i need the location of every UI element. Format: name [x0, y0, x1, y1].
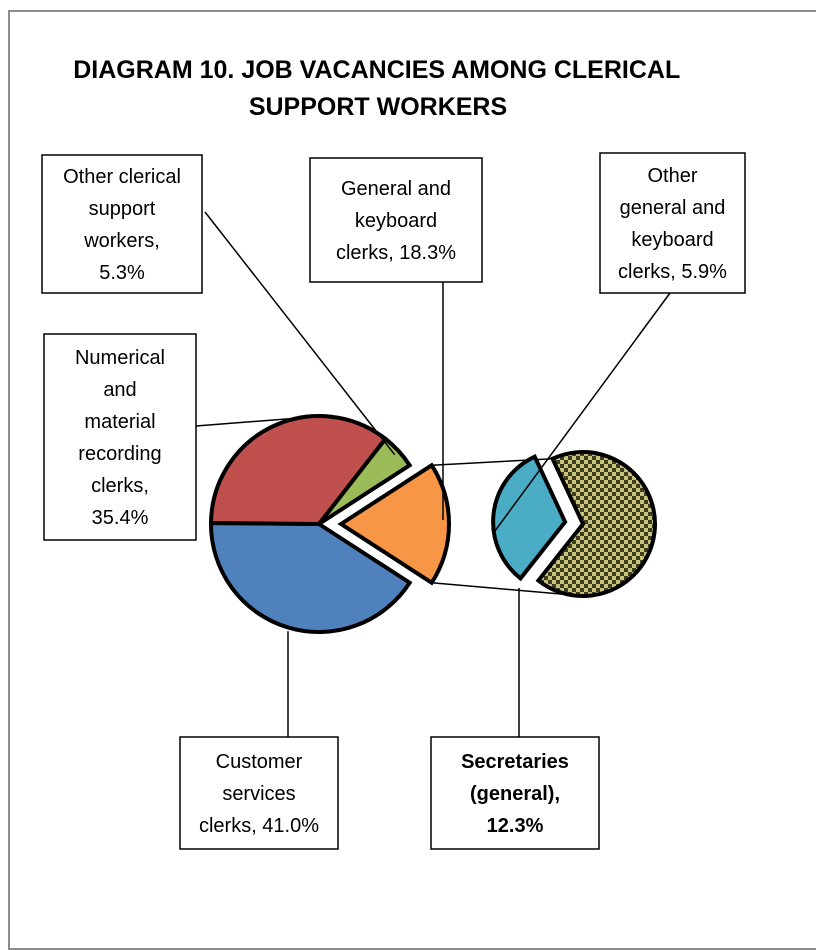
data-label-line: General and [341, 178, 451, 200]
chart-title-line: SUPPORT WORKERS [249, 93, 507, 121]
data-label-numerical: Numerical and material recording clerks, 35.4… [75, 347, 165, 529]
leader-line-numerical [195, 415, 324, 427]
pie-slice-customer [208, 520, 413, 634]
pie-slice-secretaries [535, 450, 657, 598]
data-label-line: Other [647, 165, 697, 187]
data-label-line: material [84, 411, 155, 433]
connector-line [431, 581, 571, 596]
data-label-other-clerical: Other clerical support workers, 5.3% [63, 166, 181, 284]
leader-lines [195, 211, 671, 737]
data-label-line: 35.4% [92, 507, 149, 529]
data-label-line: workers, [83, 230, 160, 252]
data-label-line: clerks, [91, 475, 149, 497]
data-label-line: keyboard [355, 210, 437, 232]
chart-title: DIAGRAM 10. JOB VACANCIES AMONG CLERICAL… [73, 56, 686, 121]
data-label-customer: Customer services clerks, 41.0% [199, 751, 319, 837]
data-label-box-other-clerical [41, 154, 203, 294]
data-label-line: Secretaries [461, 751, 569, 773]
data-label-line: support [89, 198, 156, 220]
data-label-box-general-keyboard [309, 157, 483, 283]
data-label-line: and [103, 379, 136, 401]
data-label-line: 12.3% [487, 815, 544, 837]
data-label-general-keyboard: General and keyboard clerks, 18.3% [336, 178, 456, 264]
data-label-box-customer [179, 736, 339, 850]
data-label-line: general and [620, 197, 726, 219]
pie-slices [208, 414, 657, 634]
data-label-line: keyboard [631, 229, 713, 251]
leader-line-other-general [493, 292, 671, 533]
pie-slice-other-clerical [317, 436, 413, 526]
data-label-line: services [222, 783, 295, 805]
leader-line-other-clerical [204, 211, 396, 456]
data-label-line: clerks, 18.3% [336, 242, 456, 264]
data-label-box-numerical [43, 333, 197, 541]
data-labels: Other clerical support workers, 5.3% General… [41, 152, 746, 850]
pie-slice-numerical [208, 414, 389, 527]
data-label-line: Other clerical [63, 166, 181, 188]
data-label-secretaries: Secretaries (general), 12.3% [461, 751, 569, 837]
data-label-line: clerks, 5.9% [618, 261, 727, 283]
data-label-other-general: Other general and keyboard clerks, 5.9% [618, 165, 727, 283]
pie-slice-general-keyboard [337, 462, 451, 586]
data-label-line: Customer [216, 751, 303, 773]
data-label-line: (general), [470, 783, 560, 805]
chart-title-line: DIAGRAM 10. JOB VACANCIES AMONG CLERICAL [73, 56, 680, 84]
data-label-box-other-general [599, 152, 746, 294]
data-label-line: recording [78, 443, 161, 465]
data-label-line: Numerical [75, 347, 165, 369]
data-label-box-secretaries [430, 736, 600, 850]
data-label-line: clerks, 41.0% [199, 815, 319, 837]
data-label-line: 5.3% [99, 262, 145, 284]
pie-slice-other-general [491, 454, 568, 582]
